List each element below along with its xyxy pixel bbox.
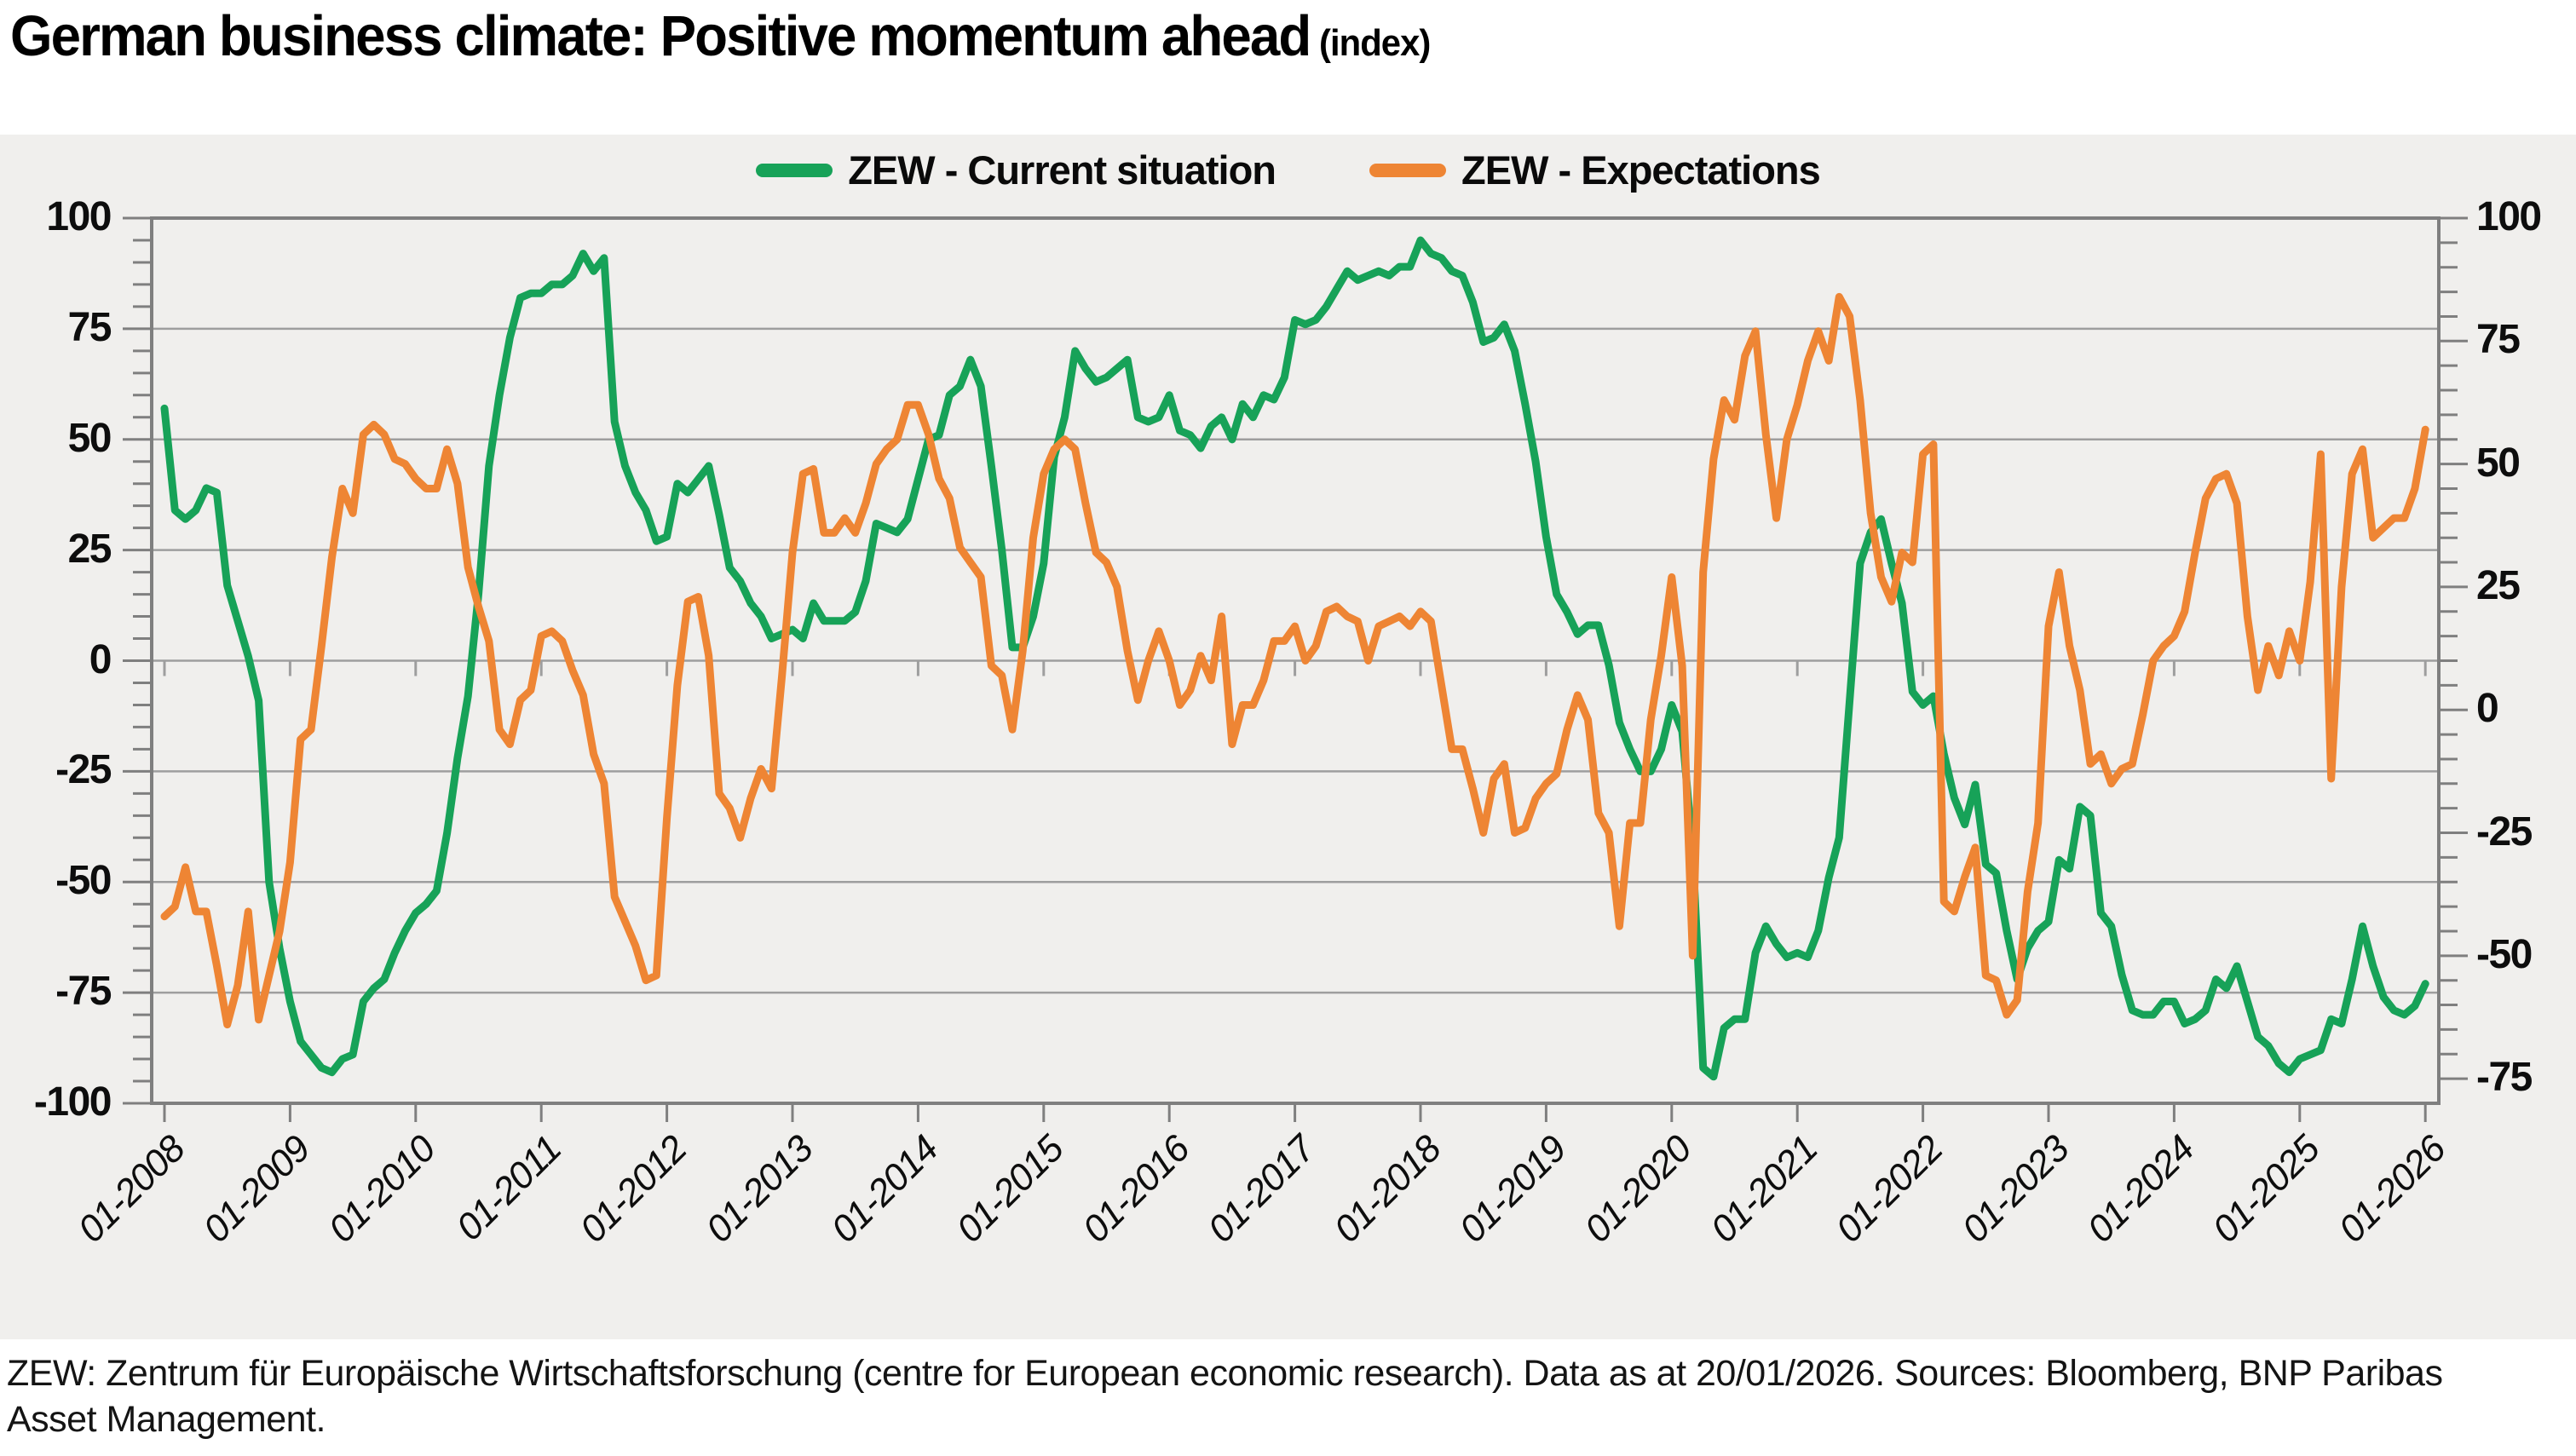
left-axis-label--75: -75 <box>55 969 112 1015</box>
chart-title: German business climate: Positive moment… <box>10 4 1311 68</box>
right-axis-label--75: -75 <box>2476 1055 2533 1101</box>
right-axis-label--50: -50 <box>2476 931 2533 977</box>
page-title: German business climate: Positive moment… <box>10 3 1431 69</box>
legend-label-expectations: ZEW - Expectations <box>1461 147 1821 193</box>
legend-swatch-green <box>756 163 833 177</box>
left-axis-label--50: -50 <box>55 858 112 904</box>
source-footnote: ZEW: Zentrum für Europäische Wirtschafts… <box>7 1351 2563 1443</box>
legend-item-expectations: ZEW - Expectations <box>1369 147 1821 193</box>
chart-legend: ZEW - Current situation ZEW - Expectatio… <box>0 147 2576 193</box>
left-axis-label--25: -25 <box>55 747 112 793</box>
chart-title-unit: (index) <box>1310 22 1431 64</box>
left-axis-label-100: 100 <box>46 194 112 240</box>
right-axis-label-0: 0 <box>2476 686 2499 732</box>
left-axis-label-0: 0 <box>89 636 112 682</box>
series-line-expectations <box>160 292 2429 1029</box>
series-line-current-situation <box>160 236 2429 1081</box>
legend-item-current-situation: ZEW - Current situation <box>756 147 1276 193</box>
right-axis-label-75: 75 <box>2476 317 2521 363</box>
left-axis-label-50: 50 <box>67 415 112 461</box>
right-axis-label-100: 100 <box>2476 194 2542 240</box>
right-axis-label--25: -25 <box>2476 809 2533 855</box>
right-axis-label-25: 25 <box>2476 562 2521 608</box>
source-footnote-line2: Asset Management. <box>7 1398 326 1440</box>
legend-label-current-situation: ZEW - Current situation <box>848 147 1276 193</box>
right-axis-label-50: 50 <box>2476 440 2521 486</box>
source-footnote-line1: ZEW: Zentrum für Europäische Wirtschafts… <box>7 1353 2443 1394</box>
left-axis-label-75: 75 <box>67 304 112 350</box>
left-axis-label--100: -100 <box>33 1079 112 1125</box>
left-axis-label-25: 25 <box>67 526 112 572</box>
chart-panel-background <box>0 135 2576 1339</box>
legend-swatch-orange <box>1369 163 1447 177</box>
